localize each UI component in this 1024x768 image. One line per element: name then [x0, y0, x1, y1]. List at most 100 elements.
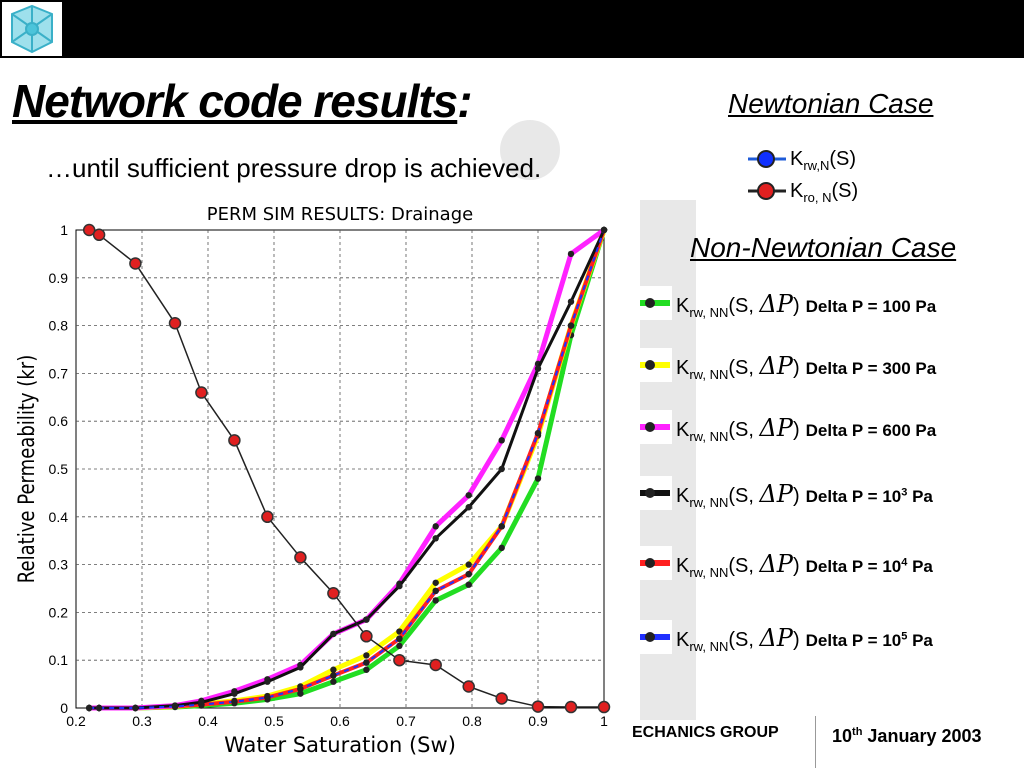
legend-sub: rw, NN — [689, 305, 729, 320]
data-point — [498, 523, 505, 530]
y-tick-label: 0.6 — [49, 413, 69, 429]
legend-sub: rw, NN — [689, 565, 729, 580]
legend-label: Kro, N(S) — [790, 180, 858, 205]
y-tick-label: 0.5 — [49, 461, 69, 477]
data-point — [294, 551, 307, 564]
data-point — [330, 678, 337, 685]
delta-p-label: Delta P = 105 Pa — [805, 630, 933, 650]
legend-label: Krw,N(S) — [790, 148, 856, 173]
delta-p-exponent: 4 — [901, 556, 908, 569]
data-point — [567, 298, 575, 305]
data-point — [360, 630, 373, 643]
page-title: Network code results: — [12, 75, 473, 127]
delta-p-symbol: ΔP — [759, 414, 793, 442]
x-tick-label: 0.6 — [330, 713, 350, 729]
legend-label: Krw, NN(S, ΔP) Delta P = 100 Pa — [676, 290, 936, 320]
data-point — [567, 250, 575, 258]
data-point — [465, 581, 472, 588]
data-point — [171, 703, 179, 710]
legend-sub: rw, NN — [689, 367, 729, 382]
data-point — [432, 523, 439, 530]
data-point — [297, 685, 304, 693]
data-point — [465, 561, 472, 568]
data-point — [261, 510, 274, 524]
legend-arg: (S) — [831, 180, 859, 202]
data-point — [330, 666, 337, 673]
data-point — [597, 700, 611, 714]
legend-arg: (S, — [728, 485, 760, 507]
non-newtonian-heading: Non-Newtonian Case — [690, 232, 957, 263]
footer-group-name: ECHANICS GROUP — [632, 724, 779, 741]
data-point — [264, 694, 271, 701]
legend-arg: (S, — [728, 629, 760, 651]
delta-p-label: Delta P = 103 Pa — [805, 486, 933, 506]
data-point — [432, 587, 439, 595]
legend-k: K — [676, 357, 690, 379]
data-point — [498, 437, 505, 444]
data-point — [297, 690, 304, 697]
legend-k: K — [790, 180, 804, 202]
delta-p-exponent: 3 — [901, 486, 908, 499]
legend-close: ) — [792, 357, 800, 379]
delta-p-label: Delta P = 100 Pa — [805, 297, 937, 316]
y-tick-label: 0.3 — [49, 557, 69, 573]
data-point — [129, 257, 142, 270]
data-point — [432, 579, 439, 586]
legend-sub: rw,N — [803, 158, 830, 173]
x-tick-label: 0.3 — [132, 713, 152, 729]
legend-marker-icon — [748, 150, 786, 168]
data-point — [531, 700, 545, 713]
data-point — [396, 582, 403, 590]
x-axis-label: Water Saturation (Sw) — [224, 733, 456, 756]
legend-marker-icon — [748, 182, 786, 200]
data-point — [534, 365, 542, 372]
legend-label: Krw, NN(S, ΔP) Delta P = 300 Pa — [676, 352, 936, 382]
data-point — [465, 504, 472, 511]
y-tick-label: 0.4 — [49, 509, 69, 525]
legend-sub: ro, N — [803, 190, 832, 205]
background-texture — [500, 120, 560, 180]
y-tick-label: 0.8 — [49, 318, 69, 334]
data-point — [465, 492, 472, 499]
series-line — [89, 229, 605, 709]
delta-p-symbol: ΔP — [759, 480, 793, 508]
data-point — [330, 672, 337, 679]
data-point — [567, 322, 575, 329]
data-point — [330, 630, 337, 638]
data-point — [363, 666, 370, 673]
legend-k: K — [676, 555, 690, 577]
data-point — [95, 704, 103, 712]
data-point — [231, 698, 238, 705]
data-point — [363, 652, 370, 659]
data-point — [92, 228, 106, 242]
data-point — [132, 704, 139, 712]
data-point — [228, 434, 241, 447]
data-point — [534, 429, 542, 437]
legend-arg: (S, — [728, 419, 760, 441]
data-point — [498, 544, 505, 552]
y-tick-label: 0 — [60, 700, 68, 716]
x-tick-label: 1 — [600, 713, 608, 729]
network-logo-icon — [2, 2, 62, 56]
data-point — [429, 658, 442, 672]
data-point — [396, 628, 403, 635]
x-tick-label: 0.4 — [198, 713, 218, 729]
data-point — [363, 616, 370, 623]
y-tick-label: 1 — [60, 222, 68, 238]
y-tick-label: 0.7 — [49, 365, 69, 381]
legend-sub: rw, NN — [689, 429, 729, 444]
data-point — [600, 226, 608, 234]
data-point — [432, 535, 439, 542]
y-axis-label: Relative Permeability (kr) — [13, 355, 39, 583]
legend-k: K — [676, 419, 690, 441]
data-point — [465, 570, 472, 578]
data-point — [495, 692, 508, 705]
chart-title: PERM SIM RESULTS: Drainage — [207, 204, 473, 225]
footer-date: 10th January 2003 — [832, 726, 982, 746]
legend-label: Krw, NN(S, ΔP) Delta P = 600 Pa — [676, 414, 936, 444]
data-point — [198, 701, 205, 708]
legend-sub: rw, NN — [689, 639, 729, 654]
logo — [2, 2, 62, 56]
data-point — [396, 642, 403, 650]
legend-close: ) — [792, 419, 800, 441]
